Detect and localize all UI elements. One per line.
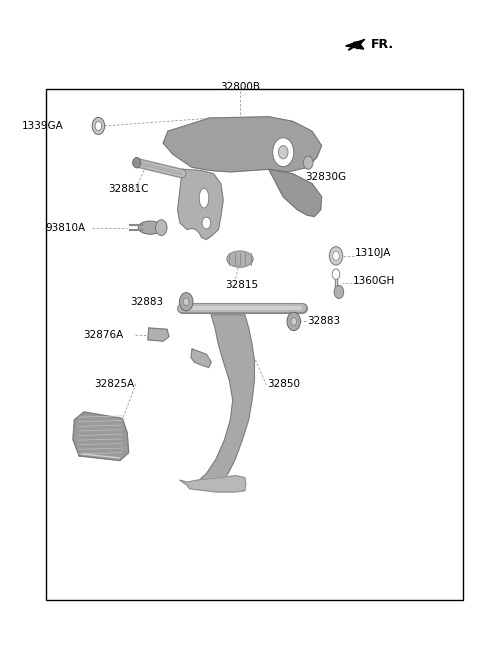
- Circle shape: [156, 220, 167, 236]
- Circle shape: [333, 251, 339, 260]
- Polygon shape: [346, 39, 365, 49]
- Circle shape: [273, 138, 294, 167]
- Ellipse shape: [202, 217, 211, 229]
- Text: 32883: 32883: [131, 297, 164, 307]
- Text: 32850: 32850: [267, 379, 300, 389]
- Polygon shape: [269, 169, 322, 216]
- Polygon shape: [180, 476, 246, 492]
- Circle shape: [92, 117, 105, 134]
- Circle shape: [287, 312, 300, 331]
- Text: 32876A: 32876A: [83, 329, 123, 340]
- Polygon shape: [191, 349, 211, 367]
- Text: 32830G: 32830G: [305, 172, 346, 182]
- Polygon shape: [178, 169, 223, 239]
- Circle shape: [332, 269, 340, 279]
- Polygon shape: [148, 328, 169, 341]
- Ellipse shape: [138, 221, 162, 234]
- Polygon shape: [190, 315, 254, 484]
- Circle shape: [329, 247, 343, 265]
- Circle shape: [133, 157, 141, 168]
- Text: 32881C: 32881C: [108, 184, 148, 194]
- Circle shape: [183, 298, 189, 306]
- Circle shape: [278, 146, 288, 159]
- Text: 1339GA: 1339GA: [22, 121, 63, 131]
- Polygon shape: [163, 117, 322, 172]
- Bar: [46, 89, 463, 600]
- Circle shape: [303, 156, 313, 169]
- Text: 1310JA: 1310JA: [355, 247, 392, 258]
- Circle shape: [95, 121, 102, 131]
- Text: 93810A: 93810A: [46, 222, 86, 233]
- Text: 32825A: 32825A: [94, 379, 134, 389]
- Text: 32883: 32883: [307, 316, 340, 327]
- Text: 32815: 32815: [226, 280, 259, 291]
- Ellipse shape: [227, 251, 253, 268]
- Circle shape: [180, 293, 193, 311]
- Text: 32800B: 32800B: [220, 81, 260, 92]
- Text: FR.: FR.: [371, 38, 394, 51]
- Text: 1360GH: 1360GH: [353, 276, 395, 286]
- Circle shape: [291, 318, 297, 325]
- Circle shape: [334, 285, 344, 298]
- Ellipse shape: [199, 188, 209, 208]
- Polygon shape: [73, 412, 129, 461]
